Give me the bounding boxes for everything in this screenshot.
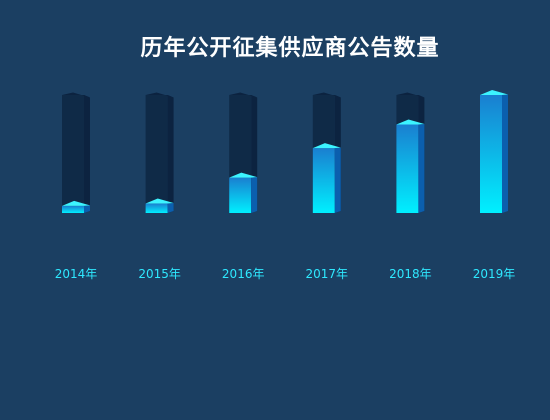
- bar-1: [62, 92, 90, 213]
- bar-front: [62, 205, 84, 213]
- bar-cap: [229, 172, 258, 178]
- bar-front: [396, 124, 419, 213]
- x-tick-label: 2019年: [473, 267, 516, 281]
- bar-cap: [62, 200, 90, 206]
- bar-track-cap: [229, 92, 258, 98]
- x-axis-labels: 2014年 2015年 2016年 2017年 2018年 2019年: [55, 267, 516, 281]
- bar-2: [145, 92, 174, 213]
- bar-track-cap: [145, 92, 174, 98]
- bar-4: [312, 92, 341, 213]
- bar-track-cap: [312, 92, 341, 98]
- bar-track-cap: [62, 92, 90, 98]
- bar-front: [145, 203, 168, 213]
- bar-track-side: [167, 95, 174, 213]
- bar-3: [229, 92, 258, 213]
- bar-5: [396, 92, 425, 213]
- chart-title: 历年公开征集供应商公告数量: [140, 36, 440, 61]
- bar-cap: [145, 198, 174, 204]
- bar-side: [502, 94, 508, 213]
- bar-track-side: [84, 95, 90, 213]
- bar-front: [312, 148, 335, 213]
- x-tick-label: 2015年: [138, 267, 181, 281]
- bar-cap: [396, 119, 425, 125]
- bar-side: [84, 205, 90, 213]
- bar-side: [334, 147, 341, 213]
- x-tick-label: 2016年: [222, 267, 265, 281]
- bar-front: [480, 95, 502, 213]
- bar-front: [229, 177, 252, 213]
- bar-track: [145, 95, 168, 213]
- bar-cap: [480, 90, 508, 95]
- bar-track-cap: [396, 92, 425, 98]
- bar-track: [62, 95, 84, 213]
- x-tick-label: 2017年: [306, 267, 349, 281]
- bar-side: [418, 124, 425, 213]
- x-tick-label: 2014年: [55, 267, 98, 281]
- bar-side: [167, 203, 174, 213]
- x-tick-label: 2018年: [389, 267, 432, 281]
- bar-side: [251, 177, 258, 213]
- bar-6: [480, 90, 508, 213]
- bars-group: [62, 90, 508, 213]
- bar-cap: [312, 143, 341, 149]
